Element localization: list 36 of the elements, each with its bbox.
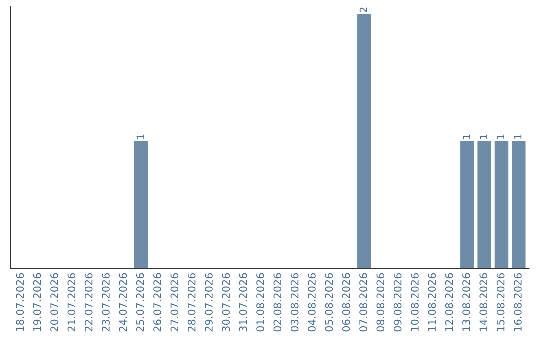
x-tick-label: 27.07.2026 [170,273,179,332]
data-label: 1 [136,134,144,140]
x-tick-label: 08.08.2026 [376,273,385,332]
x-tick-label: 16.08.2026 [514,273,522,332]
x-tick-label: 22.07.2026 [84,273,93,332]
data-label: 1 [514,134,522,140]
x-tick-label: 25.07.2026 [136,273,144,332]
data-label: 1 [497,134,504,140]
x-tick-label: 14.08.2026 [480,273,488,332]
x-tick-label: 04.08.2026 [308,273,316,332]
x-tick-label: 31.07.2026 [239,273,248,332]
x-tick-label: 28.07.2026 [188,273,196,332]
x-tick-label: 11.08.2026 [428,273,436,332]
x-tick-label: 19.07.2026 [33,273,42,332]
x-tick-label: 02.08.2026 [274,273,282,332]
x-tick-label: 18.07.2026 [16,273,24,332]
x-tick-label: 05.08.2026 [325,273,334,332]
x-tick-label: 20.07.2026 [50,273,58,332]
x-tick-label: 07.08.2026 [360,273,368,332]
x-tick-label: 06.08.2026 [342,273,350,332]
x-tick-label: 24.07.2026 [119,273,128,332]
data-label: 1 [463,134,470,140]
x-tick-label: 26.07.2026 [154,273,162,332]
x-tick-label: 30.07.2026 [222,273,230,332]
x-tick-label: 01.08.2026 [256,273,264,332]
x-tick-label: 03.08.2026 [290,273,299,332]
x-tick-label: 15.08.2026 [496,273,505,332]
x-tick-label: 10.08.2026 [411,273,419,332]
x-tick-label: 29.07.2026 [205,273,213,332]
data-label: 2 [360,8,368,12]
data-label: 1 [480,134,488,140]
x-tick-label: 23.07.2026 [102,273,110,332]
x-tick-label: 21.07.2026 [68,273,76,332]
x-tick-label: 13.08.2026 [462,273,470,332]
x-tick-label: 09.08.2026 [394,273,402,332]
x-tick-label: 12.08.2026 [445,273,454,332]
